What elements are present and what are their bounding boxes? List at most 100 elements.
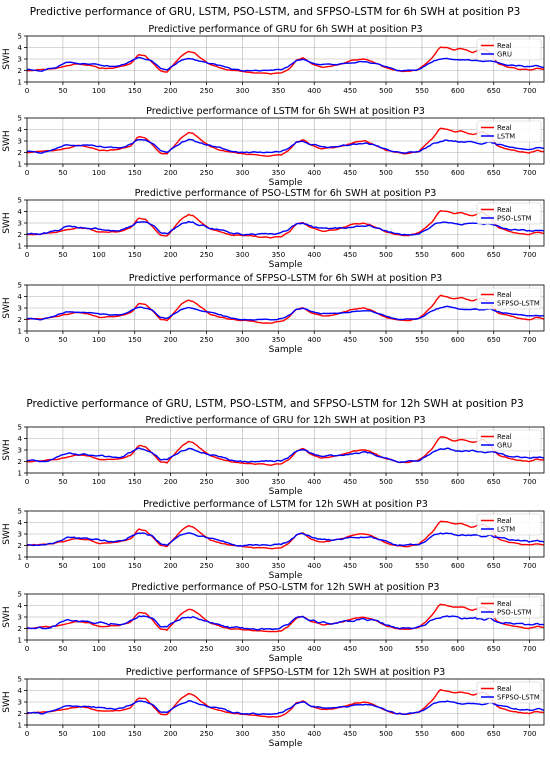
x-tick-label: 200 [164, 477, 178, 486]
x-tick-label: 200 [164, 86, 178, 95]
y-tick-label: 1 [17, 636, 22, 645]
legend-label: LSTM [497, 133, 515, 141]
x-tick-label: 350 [271, 86, 285, 95]
y-tick-label: 2 [17, 148, 22, 157]
x-tick-label: 500 [379, 561, 393, 570]
x-tick-label: 200 [164, 561, 178, 570]
legend-label: Real [497, 685, 512, 693]
x-tick-label: 150 [128, 561, 142, 570]
x-tick-label: 300 [236, 477, 250, 486]
subplot-title: Predictive performance of PSO-LSTM for 1… [132, 582, 440, 593]
subplot-title: Predictive performance of SFPSO-LSTM for… [126, 667, 446, 678]
x-tick-label: 400 [307, 250, 321, 259]
subplot-title: Predictive performance of LSTM for 6h SW… [146, 106, 425, 117]
x-tick-label: 0 [25, 561, 30, 570]
x-tick-label: 200 [164, 729, 178, 738]
y-axis-label: SWH [2, 523, 12, 544]
y-tick-label: 3 [17, 304, 22, 313]
x-tick-label: 600 [451, 561, 465, 570]
y-tick-label: 1 [17, 469, 22, 478]
x-tick-label: 400 [307, 335, 321, 344]
x-tick-label: 100 [92, 86, 106, 95]
legend-label: GRU [497, 51, 512, 59]
y-axis-label: SWH [2, 606, 12, 627]
x-tick-label: 0 [25, 86, 30, 95]
x-tick-label: 50 [58, 168, 68, 177]
legend-label: LSTM [497, 526, 515, 534]
x-tick-label: 600 [451, 477, 465, 486]
x-tick-label: 700 [523, 250, 537, 259]
subplot-title: Predictive performance of SFPSO-LSTM for… [129, 273, 442, 284]
x-tick-label: 100 [92, 644, 106, 653]
x-tick-label: 250 [200, 86, 214, 95]
x-tick-label: 550 [415, 86, 429, 95]
x-tick-label: 300 [236, 561, 250, 570]
x-tick-label: 50 [58, 477, 68, 486]
legend-label: Real [497, 124, 512, 132]
series-line-predicted [26, 138, 545, 154]
x-tick-label: 0 [25, 477, 30, 486]
x-tick-label: 650 [487, 335, 501, 344]
x-tick-label: 650 [487, 644, 501, 653]
y-tick-label: 5 [17, 281, 22, 290]
y-tick-label: 3 [17, 55, 22, 64]
x-tick-label: 600 [451, 168, 465, 177]
x-tick-label: 450 [343, 561, 357, 570]
y-tick-label: 5 [17, 196, 22, 205]
x-tick-label: 50 [58, 250, 68, 259]
x-tick-label: 250 [200, 250, 214, 259]
y-tick-label: 4 [17, 518, 22, 527]
x-tick-label: 700 [523, 168, 537, 177]
y-tick-label: 5 [17, 507, 22, 516]
series-line-real [26, 294, 545, 324]
x-axis-label: Sample [269, 739, 303, 749]
x-tick-label: 700 [523, 86, 537, 95]
x-tick-label: 650 [487, 86, 501, 95]
y-tick-label: 1 [17, 327, 22, 336]
y-tick-label: 2 [17, 541, 22, 550]
y-tick-label: 3 [17, 446, 22, 455]
series-line-real [26, 436, 545, 466]
x-tick-label: 500 [379, 729, 393, 738]
x-tick-label: 200 [164, 644, 178, 653]
x-tick-label: 350 [271, 561, 285, 570]
legend-label: SFPSO-LSTM [497, 300, 540, 308]
legend-label: GRU [497, 442, 512, 450]
x-tick-label: 250 [200, 335, 214, 344]
y-tick-label: 4 [17, 292, 22, 301]
x-tick-label: 600 [451, 335, 465, 344]
x-tick-label: 300 [236, 86, 250, 95]
y-tick-label: 1 [17, 721, 22, 730]
x-tick-label: 550 [415, 729, 429, 738]
y-axis-label: SWH [2, 691, 12, 712]
x-tick-label: 100 [92, 477, 106, 486]
x-tick-label: 300 [236, 168, 250, 177]
x-tick-label: 400 [307, 477, 321, 486]
y-tick-label: 2 [17, 315, 22, 324]
y-tick-label: 4 [17, 686, 22, 695]
series-line-real [27, 46, 545, 75]
x-tick-label: 150 [128, 250, 142, 259]
y-tick-label: 3 [17, 219, 22, 228]
x-tick-label: 550 [415, 250, 429, 259]
x-axis-label: Sample [269, 345, 303, 355]
y-tick-label: 4 [17, 207, 22, 216]
x-tick-label: 650 [487, 168, 501, 177]
x-tick-label: 400 [307, 86, 321, 95]
x-axis-label: Sample [269, 571, 303, 581]
legend-label: SFPSO-LSTM [497, 694, 540, 702]
subplot-7: Predictive performance of PSO-LSTM for 1… [2, 582, 545, 664]
x-tick-label: 250 [200, 644, 214, 653]
x-tick-label: 700 [523, 729, 537, 738]
subplot-3: Predictive performance of PSO-LSTM for 6… [2, 188, 545, 270]
x-tick-label: 550 [415, 477, 429, 486]
x-tick-label: 600 [451, 729, 465, 738]
x-tick-label: 250 [200, 168, 214, 177]
x-tick-label: 600 [451, 644, 465, 653]
x-tick-label: 500 [379, 168, 393, 177]
x-axis-label: Sample [269, 487, 303, 497]
series-line-real [26, 210, 545, 239]
